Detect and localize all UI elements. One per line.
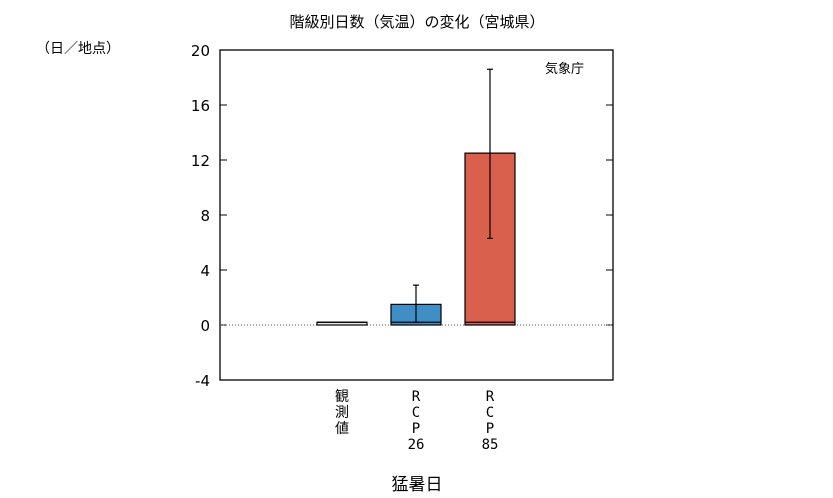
category-label: C [486, 405, 494, 421]
bars [316, 68, 516, 326]
category-label: P [412, 421, 420, 437]
y-tick-label: 12 [191, 152, 210, 170]
y-tick-label: 16 [191, 97, 210, 115]
category-label: C [412, 405, 420, 421]
category-label: 測 [335, 405, 349, 421]
y-tick-label: 8 [200, 207, 210, 225]
y-axis: 20 16 12 8 4 0 -4 [191, 42, 613, 390]
category-label: R [412, 389, 421, 405]
category-label: R [486, 389, 495, 405]
y-tick-label: 20 [191, 42, 210, 60]
source-label: 気象庁 [545, 61, 584, 77]
category-label: P [486, 421, 494, 437]
y-tick-label: 4 [200, 262, 210, 280]
chart-title: 階級別日数（気温）の変化（宮城県） [289, 13, 544, 31]
category-label: 値 [335, 421, 349, 437]
y-tick-label: 0 [200, 317, 210, 335]
x-axis-title: 猛暑日 [392, 475, 443, 495]
category-label: 観 [335, 388, 349, 405]
plot-frame [219, 49, 614, 381]
category-label: 85 [482, 437, 499, 453]
category-label: 26 [408, 437, 425, 453]
y-tick-label: -4 [195, 372, 210, 390]
y-axis-unit: （日／地点） [36, 41, 120, 57]
